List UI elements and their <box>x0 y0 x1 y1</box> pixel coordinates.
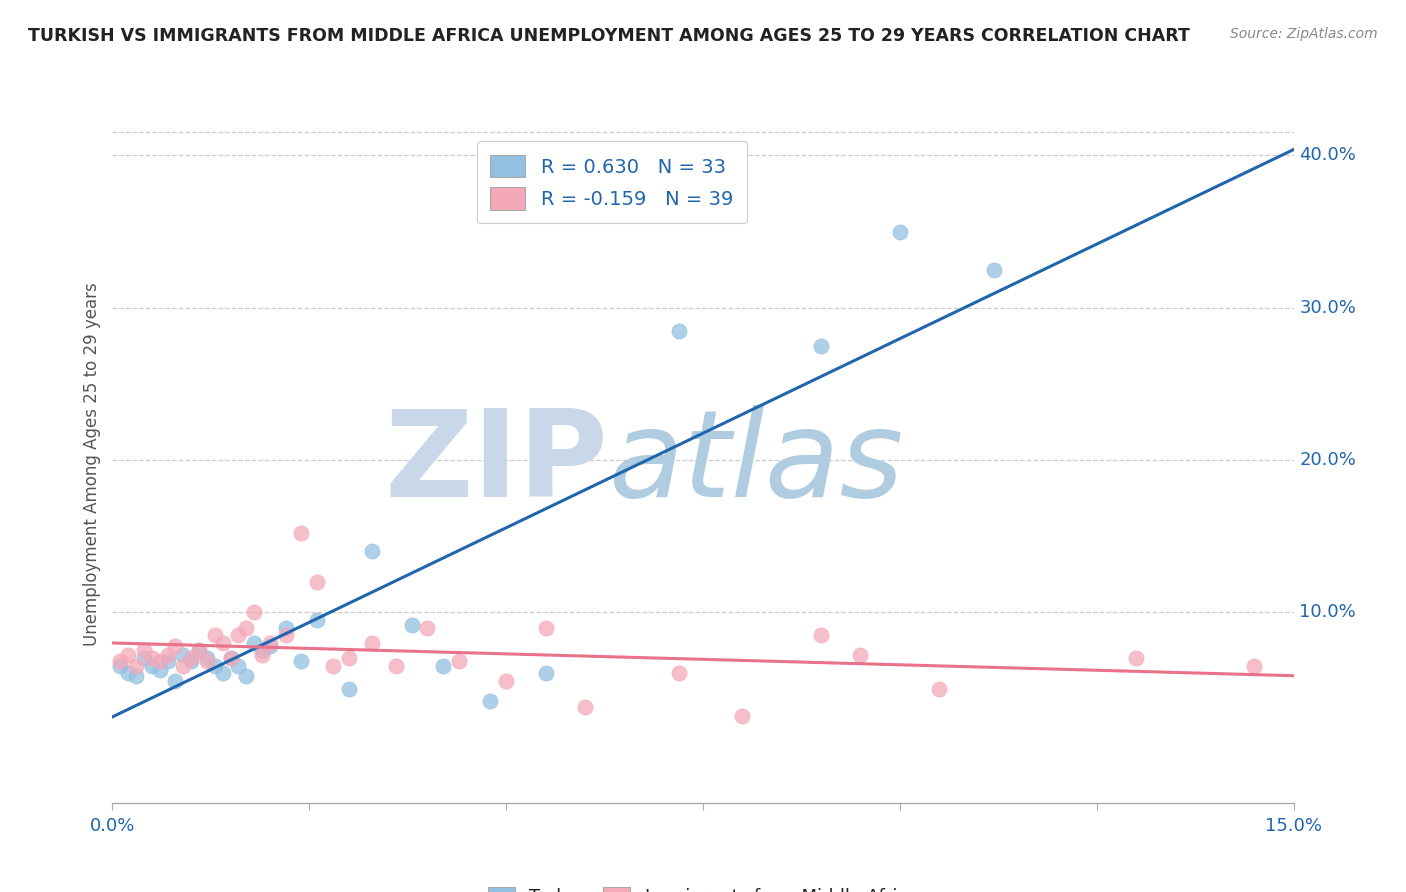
Text: 30.0%: 30.0% <box>1299 299 1357 317</box>
Text: 20.0%: 20.0% <box>1299 451 1357 469</box>
Text: atlas: atlas <box>609 405 904 523</box>
Point <box>447 654 470 668</box>
Point <box>110 658 132 673</box>
Point <box>274 628 297 642</box>
Point <box>219 651 242 665</box>
Text: ZIP: ZIP <box>385 405 609 523</box>
Point <box>495 673 517 688</box>
Point <box>250 648 273 662</box>
Text: 40.0%: 40.0% <box>1299 146 1357 164</box>
Text: Source: ZipAtlas.com: Source: ZipAtlas.com <box>1230 27 1378 41</box>
Point <box>172 658 194 673</box>
Point <box>125 658 148 673</box>
Point <box>983 262 1005 277</box>
Point <box>117 666 139 681</box>
Point <box>889 225 911 239</box>
Point <box>849 648 872 662</box>
Point <box>416 621 439 635</box>
Point <box>165 639 187 653</box>
Point <box>274 621 297 635</box>
Point <box>141 658 163 673</box>
Point <box>731 709 754 723</box>
Point <box>211 636 233 650</box>
Point <box>132 651 155 665</box>
Point <box>534 621 557 635</box>
Point <box>250 643 273 657</box>
Point <box>259 636 281 650</box>
Point <box>149 654 172 668</box>
Point <box>211 666 233 681</box>
Point <box>810 628 832 642</box>
Point <box>337 681 360 696</box>
Point <box>117 648 139 662</box>
Text: TURKISH VS IMMIGRANTS FROM MIDDLE AFRICA UNEMPLOYMENT AMONG AGES 25 TO 29 YEARS : TURKISH VS IMMIGRANTS FROM MIDDLE AFRICA… <box>28 27 1189 45</box>
Point <box>1243 658 1265 673</box>
Point <box>259 639 281 653</box>
Point <box>180 651 202 665</box>
Point <box>243 606 266 620</box>
Point <box>165 673 187 688</box>
Point <box>307 613 329 627</box>
Point <box>337 651 360 665</box>
Point <box>235 621 257 635</box>
Point <box>172 648 194 662</box>
Point <box>228 628 250 642</box>
Point <box>141 651 163 665</box>
Point <box>361 636 384 650</box>
Point <box>110 654 132 668</box>
Y-axis label: Unemployment Among Ages 25 to 29 years: Unemployment Among Ages 25 to 29 years <box>83 282 101 646</box>
Point <box>322 658 344 673</box>
Point <box>307 574 329 589</box>
Point <box>204 658 226 673</box>
Point <box>132 643 155 657</box>
Point <box>156 654 179 668</box>
Legend: Turks, Immigrants from Middle Africa: Turks, Immigrants from Middle Africa <box>481 880 925 892</box>
Point <box>228 658 250 673</box>
Point <box>219 651 242 665</box>
Point <box>574 699 596 714</box>
Point <box>928 681 950 696</box>
Point <box>810 339 832 353</box>
Point <box>290 654 312 668</box>
Point <box>188 643 211 657</box>
Point <box>290 526 312 541</box>
Point <box>401 617 423 632</box>
Text: 10.0%: 10.0% <box>1299 603 1357 622</box>
Point <box>235 669 257 683</box>
Point <box>1125 651 1147 665</box>
Point <box>385 658 408 673</box>
Point <box>668 666 690 681</box>
Point <box>432 658 454 673</box>
Point <box>188 643 211 657</box>
Point <box>180 654 202 668</box>
Point <box>156 648 179 662</box>
Point <box>534 666 557 681</box>
Point <box>243 636 266 650</box>
Point <box>195 654 218 668</box>
Point <box>125 669 148 683</box>
Point <box>668 324 690 338</box>
Point <box>361 544 384 558</box>
Point <box>204 628 226 642</box>
Point <box>149 663 172 677</box>
Point <box>195 651 218 665</box>
Point <box>479 694 502 708</box>
